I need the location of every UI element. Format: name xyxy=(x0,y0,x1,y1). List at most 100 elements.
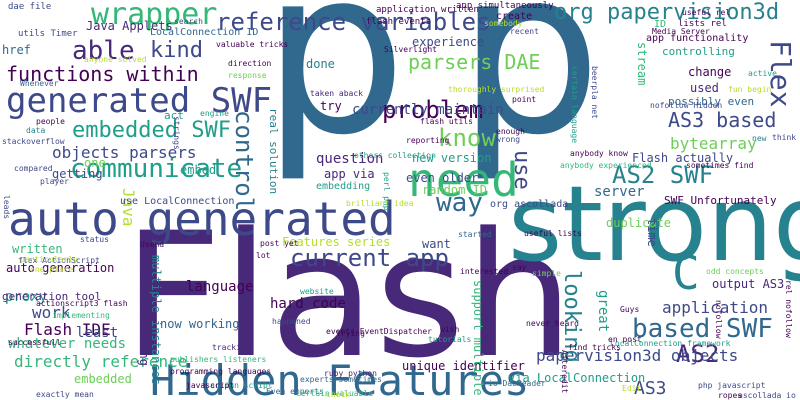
cloud-word: embedded xyxy=(74,372,132,386)
cloud-word: recent xyxy=(510,27,539,36)
cloud-word: server xyxy=(594,184,645,200)
cloud-word: wrapper xyxy=(91,0,218,32)
cloud-word: strings xyxy=(172,116,181,150)
cloud-word: happened xyxy=(272,317,311,326)
cloud-word: based SWF xyxy=(632,314,773,344)
cloud-word: engine xyxy=(200,109,229,118)
cloud-word: Flash xyxy=(123,195,574,396)
cloud-word: others collection xyxy=(354,151,436,160)
cloud-word: leads xyxy=(2,195,11,220)
cloud-word: action script xyxy=(210,381,273,390)
cloud-word: communicating xyxy=(137,272,151,366)
cloud-word: Java Applets xyxy=(86,19,173,33)
cloud-word: strong xyxy=(508,163,800,285)
cloud-word: auto generated xyxy=(8,192,396,246)
cloud-word: Hidden Features xyxy=(150,356,530,400)
cloud-word: interested xyxy=(460,267,509,276)
cloud-word: anyone solved xyxy=(84,55,147,64)
cloud-word: duplicate xyxy=(606,216,672,230)
cloud-word: lot xyxy=(256,251,271,260)
cloud-word: SWF Unfortunately xyxy=(664,194,777,207)
cloud-word: people xyxy=(36,117,65,126)
cloud-word: ruby python xyxy=(324,369,377,378)
cloud-word: output AS3 xyxy=(712,277,785,291)
cloud-word: never heard xyxy=(526,319,579,328)
cloud-word: app via xyxy=(324,167,375,181)
cloud-word: AS2 xyxy=(676,340,720,368)
cloud-word: try xyxy=(320,99,342,113)
cloud-word: LocalConnection ID xyxy=(150,27,259,38)
cloud-word: fun begin xyxy=(728,85,772,94)
cloud-word: unique identifier xyxy=(402,359,525,373)
cloud-word: experts sometimes xyxy=(300,375,382,384)
cloud-word: Whenever xyxy=(20,79,59,88)
cloud-word: way xyxy=(436,188,483,218)
cloud-word: experience xyxy=(412,35,485,49)
cloud-word: utils Timer xyxy=(18,29,78,39)
cloud-word: now working xyxy=(160,317,240,331)
cloud-word: papervision3d objects xyxy=(536,346,739,365)
cloud-word: kind xyxy=(150,38,203,63)
cloud-word: via LocalConnection xyxy=(508,371,646,385)
cloud-word: website xyxy=(300,287,334,296)
cloud-word: Edit xyxy=(622,384,642,393)
cloud-word: AS3 based xyxy=(668,108,777,132)
cloud-word: check xyxy=(326,390,351,399)
cloud-word: org ascollada xyxy=(490,199,569,210)
cloud-word: work xyxy=(32,303,71,322)
cloud-word: controlling xyxy=(662,45,735,58)
cloud-word: particularly xyxy=(20,255,78,264)
cloud-word: data xyxy=(26,126,46,135)
cloud-word: functions within xyxy=(6,62,199,86)
cloud-word: Silverlight xyxy=(384,45,437,54)
cloud-word: direction xyxy=(228,59,272,68)
cloud-word: rel nofollow xyxy=(784,280,793,338)
cloud-word: enough xyxy=(496,127,525,136)
cloud-word: language xyxy=(186,279,254,295)
cloud-word: app functionality xyxy=(646,33,749,44)
cloud-word: current app xyxy=(290,244,449,272)
cloud-word: embedded SWF xyxy=(72,118,231,143)
cloud-word: one place xyxy=(30,265,74,274)
cloud-word: whatever needs xyxy=(8,336,127,352)
cloud-word: ID xyxy=(654,19,667,30)
cloud-word: perl php xyxy=(382,172,391,211)
cloud-word: stackoverflow xyxy=(2,137,65,146)
cloud-word: Usend xyxy=(140,240,165,249)
cloud-word: response xyxy=(228,71,267,80)
cloud-word: useful lists xyxy=(524,229,582,238)
cloud-word: programming languages xyxy=(170,367,272,376)
cloud-word: application xyxy=(662,298,768,317)
cloud-word: org papervision3d xyxy=(554,0,780,25)
cloud-word: question xyxy=(316,151,384,167)
cloud-word: need xyxy=(408,153,519,207)
cloud-word: php javascript xyxy=(698,381,766,390)
cloud-word: href xyxy=(2,43,31,57)
cloud-word: taken aback xyxy=(310,89,363,98)
cloud-word: Flash IDE xyxy=(24,320,111,339)
cloud-word: generated SWF xyxy=(6,81,273,121)
cloud-word: sometimes find xyxy=(686,161,754,170)
cloud-word: say xyxy=(512,263,527,272)
cloud-word: getting xyxy=(52,167,103,181)
cloud-word: new version xyxy=(412,151,492,165)
cloud-word: proxy xyxy=(5,289,48,305)
cloud-word: find tricks xyxy=(568,343,621,352)
cloud-word: ropes xyxy=(718,391,743,400)
cloud-word: looking xyxy=(559,270,584,363)
cloud-word: certain language xyxy=(570,66,579,144)
cloud-word: AS2 SWF xyxy=(612,161,714,189)
cloud-word: C xyxy=(672,246,700,300)
cloud-word: wrong xyxy=(496,135,521,144)
cloud-word: search xyxy=(174,17,203,26)
cloud-word: parsers DAE xyxy=(408,50,541,74)
cloud-word: beerpla net xyxy=(590,66,599,119)
cloud-word: odd concepts xyxy=(706,267,764,276)
cloud-word: support multiple xyxy=(471,280,485,396)
cloud-word: flash utils xyxy=(420,117,473,126)
cloud-word: p xyxy=(457,0,602,185)
cloud-word: auto generation xyxy=(6,261,115,275)
cloud-word: use xyxy=(509,150,534,190)
cloud-word: problem xyxy=(382,96,484,124)
cloud-word: wish xyxy=(440,325,460,334)
